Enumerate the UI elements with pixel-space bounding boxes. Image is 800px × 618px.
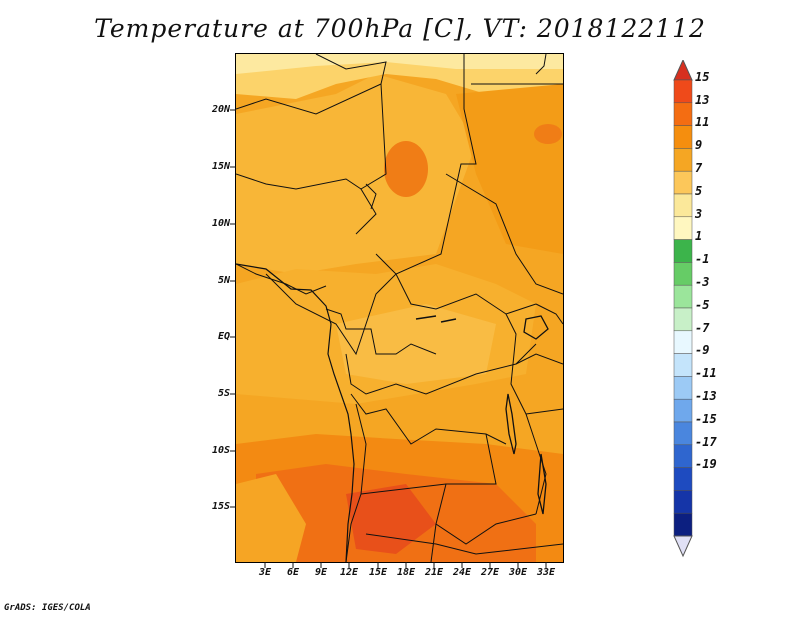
red-sea-coast [535,54,547,75]
lon-label: 33E [536,567,556,578]
lat-label: 15S [211,501,230,512]
lat-label: 5N [217,275,230,286]
colorbar-swatch [673,239,693,263]
colorbar-label: -5 [695,297,710,312]
lat-label: 15N [211,161,230,172]
colorbar-swatch [673,490,693,514]
colorbar-swatch [673,102,693,126]
colorbar-swatch [673,284,693,309]
lon-label: 6E [286,567,300,578]
lon-label: 30E [508,567,528,578]
colorbar-label: -7 [695,320,710,335]
atlantic-coastline [236,263,355,562]
lat-label: EQ [217,331,230,342]
lon-label: 12E [339,567,359,578]
field-15c-south [346,484,436,554]
lat-label: 20N [211,104,230,115]
colorbar-label: -9 [695,343,710,358]
field-7c-region [236,74,476,274]
colorbar-swatch [673,512,693,537]
colorbar-top-arrow [673,60,693,81]
colorbar-label: -1 [695,252,710,267]
axis-ticks [230,109,547,568]
congo-river [415,315,457,323]
borders [236,54,563,562]
colorbar-label: 1 [695,229,703,244]
colorbar-label: -11 [695,366,717,381]
lon-label: 9E [314,567,328,578]
colorbar-label: 11 [695,115,710,130]
colorbar-label: 9 [695,138,703,153]
colorbar-swatch [673,170,693,195]
colorbar-label: -3 [695,275,710,289]
colorbar-swatch [673,216,693,240]
colorbar-label: 5 [695,183,703,198]
colorbar-label: 7 [695,161,703,175]
colorbar-bottom-arrow [673,535,693,558]
field-central-cool [336,304,496,384]
colorbar-label: -15 [695,411,717,426]
colorbar-swatch [673,467,693,491]
colorbar-swatch [673,262,693,286]
colorbar-swatch [673,421,693,446]
field-hotspot-northeast [534,124,562,144]
colorbar-label: 15 [695,69,710,84]
colorbar-label: -17 [695,434,717,449]
lon-label: 3E [258,567,272,578]
colorbar [673,60,693,558]
map-title: Temperature at 700hPa [C], VT: 201812211… [94,14,706,43]
colorbar-label: -13 [695,389,717,403]
colorbar-swatch [673,125,693,149]
colorbar-swatch [673,353,693,377]
lon-label: 18E [396,567,416,578]
colorbar-swatch [673,398,693,423]
lake-tanganyika [505,393,517,455]
lake-chad [365,183,377,210]
colorbar-swatch [673,79,693,104]
colorbar-swatch [673,307,693,332]
temperature-field [236,54,563,562]
colorbar-label: 3 [695,206,703,221]
colorbar-swatch [673,376,693,400]
lat-label: 10S [211,445,230,456]
colorbar-swatch [673,330,693,354]
temperature-map [235,53,564,563]
field-hotspot-north [384,141,428,197]
colorbar-swatch [673,444,693,468]
colorbar-swatch [673,148,693,172]
lon-label: 24E [452,567,472,578]
lat-label: 10N [211,218,230,229]
lon-label: 15E [368,567,388,578]
colorbar-swatch [673,193,693,218]
colorbar-label: -19 [695,457,717,472]
lake-malawi [537,453,547,515]
lon-label: 21E [424,567,444,578]
lake-victoria [523,315,549,340]
lon-label: 27E [480,567,500,578]
field-southwest-cool [236,474,306,562]
colorbar-label: 13 [695,92,710,107]
field-east-warm [456,84,563,254]
lat-label: 5S [217,388,230,399]
grads-credit: GrADS: IGES/COLA [4,603,91,613]
field-3c-band [236,54,563,74]
